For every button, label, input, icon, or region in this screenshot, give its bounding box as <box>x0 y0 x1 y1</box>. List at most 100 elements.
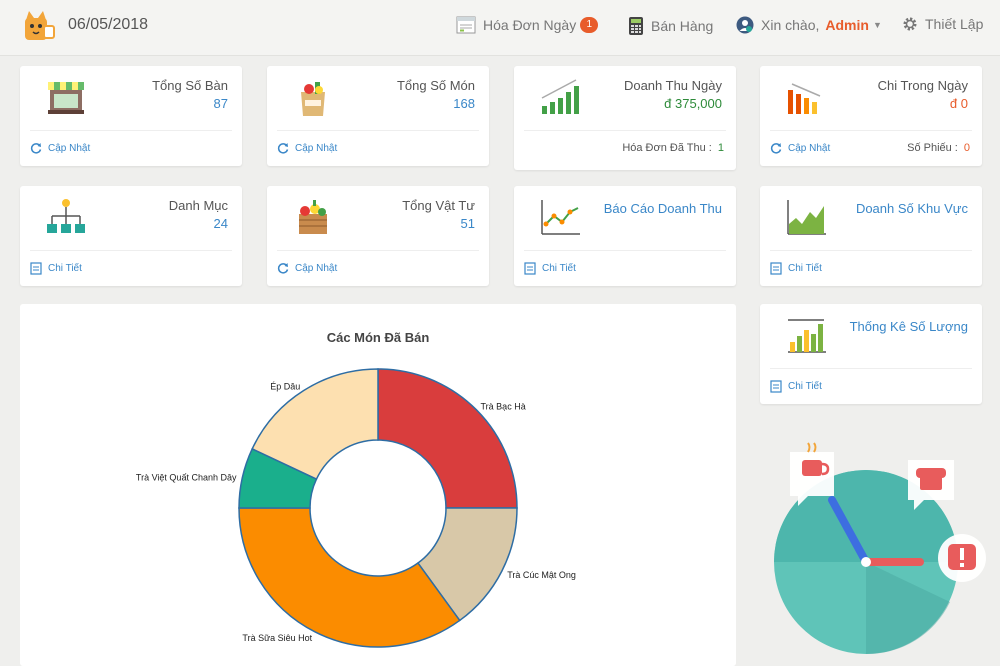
divider <box>30 250 232 251</box>
update-link[interactable]: Cập Nhật <box>277 142 337 154</box>
donut-chart: Trà Bạc Hà Trà Cúc Mật Ong Trà Sữa Siêu Ho… <box>136 368 576 648</box>
shop-stall-icon <box>48 82 84 114</box>
card-value: 168 <box>453 96 475 111</box>
user-avatar-icon <box>736 16 754 34</box>
nav-settings-label: Thiết Lập <box>925 16 984 32</box>
nav-sales-label: Bán Hàng <box>651 18 714 34</box>
update-link-label: Cập Nhật <box>48 142 91 154</box>
details-link[interactable]: Chi Tiết <box>770 262 822 275</box>
gear-icon <box>903 17 917 31</box>
card-daily-expense: Chi Trong Ngày đ 0 Cập Nhật Số Phiếu : 0 <box>760 66 982 166</box>
card-title: Danh Mục <box>168 198 228 213</box>
update-link[interactable]: Cập Nhật <box>277 262 337 274</box>
card-title: Doanh Thu Ngày <box>623 78 722 93</box>
divider <box>770 250 972 251</box>
card-revenue-report[interactable]: Báo Cáo Doanh Thu Chi Tiết <box>514 186 736 286</box>
divider <box>770 130 972 131</box>
invoice-icon <box>456 16 476 34</box>
card-quantity-stats[interactable]: Thống Kê Số Lượng Chi Tiết <box>760 304 982 404</box>
card-area-sales[interactable]: Doanh Số Khu Vực Chi Tiết <box>760 186 982 286</box>
slice-label: Trà Việt Quất Chanh Dây <box>136 472 237 482</box>
voucher-count-value: 0 <box>963 142 970 154</box>
sold-items-chart-panel: Các Món Đã Bán Trà Bạc Hà Trà Cúc Mật Ong… <box>20 304 736 666</box>
details-link-label: Chi Tiết <box>788 263 822 274</box>
slice-label: Trà Sữa Siêu Hot <box>242 633 312 643</box>
update-link-label: Cập Nhật <box>295 262 338 274</box>
document-icon <box>524 262 536 275</box>
card-total-supplies: Tổng Vật Tư 51 Cập Nhật <box>267 186 489 286</box>
divider <box>524 130 726 131</box>
divider <box>277 130 479 131</box>
nav-daily-invoices-label: Hóa Đơn Ngày <box>483 17 577 33</box>
card-value: 87 <box>213 96 228 111</box>
nav-sales[interactable]: Bán Hàng <box>628 16 713 36</box>
area-chart-icon <box>787 200 826 235</box>
card-title: Tổng Số Món <box>396 78 475 93</box>
slice-label: Trà Cúc Mật Ong <box>507 570 576 580</box>
greeting-text: Xin chào, <box>761 17 820 33</box>
donut-slice[interactable] <box>238 507 461 648</box>
paid-invoices: Hóa Đơn Đã Thu : 1 <box>622 142 724 154</box>
produce-crate-icon <box>299 200 327 234</box>
update-link-label: Cập Nhật <box>788 142 831 154</box>
nav-daily-invoices[interactable]: Hóa Đơn Ngày 1 <box>456 16 599 34</box>
divider <box>524 250 726 251</box>
card-category: Danh Mục 24 Chi Tiết <box>20 186 242 286</box>
chevron-down-icon: ▼ <box>872 20 882 30</box>
card-value: đ 0 <box>949 96 968 111</box>
card-value: đ 375,000 <box>664 96 722 111</box>
card-total-dishes: Tổng Số Món 168 Cập Nhật <box>267 66 489 166</box>
clock-illustration <box>774 442 986 655</box>
voucher-count-label: Số Phiếu : <box>907 142 958 154</box>
donut-slice[interactable] <box>251 368 379 481</box>
update-link[interactable]: Cập Nhật <box>30 142 90 154</box>
paid-invoices-count: 1 <box>717 142 724 154</box>
hierarchy-icon <box>47 199 85 233</box>
calculator-icon <box>629 17 643 35</box>
coffee-cup-icon <box>790 442 834 506</box>
details-link-label: Chi Tiết <box>48 263 82 274</box>
nav-settings[interactable]: Thiết Lập <box>902 16 983 32</box>
grocery-bag-icon <box>301 82 325 116</box>
refresh-icon <box>770 143 782 154</box>
voucher-count: Số Phiếu : 0 <box>907 142 970 154</box>
update-link-label: Cập Nhật <box>295 142 338 154</box>
bar-chart-up-icon <box>541 79 579 114</box>
divider <box>770 368 972 369</box>
slice-label: Ép Dâu <box>270 382 300 392</box>
details-link-label: Chi Tiết <box>542 263 576 274</box>
telephone-icon <box>908 460 954 510</box>
slice-label: Trà Bạc Hà <box>481 401 526 411</box>
refresh-icon <box>277 263 289 274</box>
details-link[interactable]: Chi Tiết <box>770 380 822 393</box>
card-title[interactable]: Thống Kê Số Lượng <box>849 319 968 334</box>
cat-logo-icon[interactable] <box>22 8 58 44</box>
current-date: 06/05/2018 <box>68 16 149 33</box>
divider <box>30 130 232 131</box>
details-link-label: Chi Tiết <box>788 381 822 392</box>
details-link[interactable]: Chi Tiết <box>524 262 576 275</box>
chart-title: Các Món Đã Bán <box>326 330 430 345</box>
alert-icon <box>938 534 986 582</box>
top-bar: 06/05/2018 Hóa Đơn Ngày 1 Bán Hàng Xin <box>0 0 1000 56</box>
card-title[interactable]: Doanh Số Khu Vực <box>855 201 968 216</box>
refresh-icon <box>30 143 42 154</box>
details-link[interactable]: Chi Tiết <box>30 262 82 275</box>
donut-slice[interactable] <box>377 368 518 509</box>
paid-invoices-label: Hóa Đơn Đã Thu : <box>622 142 712 154</box>
invoice-count-badge: 1 <box>580 17 599 33</box>
card-daily-revenue: Doanh Thu Ngày đ 375,000 Hóa Đơn Đã Thu … <box>514 66 736 170</box>
card-title: Tổng Vật Tư <box>402 198 475 213</box>
update-link[interactable]: Cập Nhật <box>770 142 830 154</box>
card-title: Chi Trong Ngày <box>877 78 968 93</box>
document-icon <box>30 262 42 275</box>
card-title[interactable]: Báo Cáo Doanh Thu <box>603 201 722 216</box>
username: Admin <box>825 17 869 33</box>
card-value: 24 <box>213 216 228 231</box>
card-value: 51 <box>460 216 475 231</box>
user-menu[interactable]: Xin chào, Admin ▼ <box>736 16 882 34</box>
bar-chart-down-icon <box>788 83 821 114</box>
line-chart-icon <box>541 200 580 235</box>
bar-chart-icon <box>788 319 826 353</box>
card-total-tables: Tổng Số Bàn 87 Cập Nhật <box>20 66 242 166</box>
